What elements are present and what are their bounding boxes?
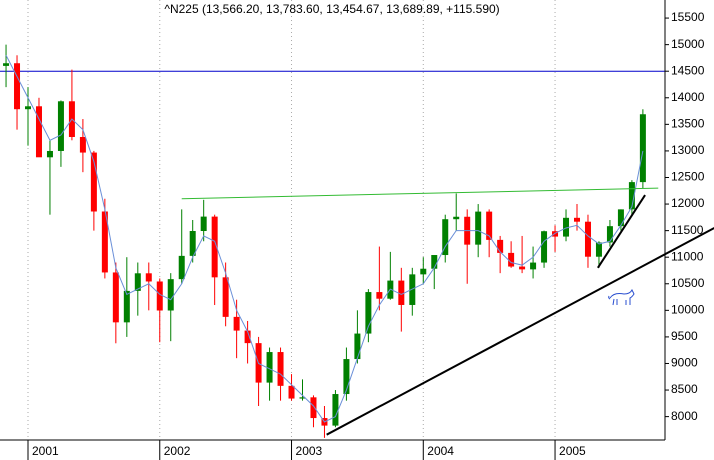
y-tick-label: 9500: [671, 329, 698, 343]
candle-body: [606, 226, 613, 243]
candle-body: [25, 106, 31, 110]
candle-body: [398, 280, 405, 305]
trend-line: [326, 227, 714, 436]
candle-body: [617, 209, 624, 227]
y-tick-label: 14000: [671, 90, 705, 104]
candle-body: [530, 262, 537, 270]
moving-average: [5, 55, 644, 423]
candle-body: [574, 217, 580, 222]
candle-body: [431, 255, 438, 269]
candle-body: [486, 211, 493, 240]
candle-body: [584, 221, 591, 257]
candle-body: [46, 150, 53, 158]
candle-body: [189, 231, 196, 256]
y-tick-label: 10000: [671, 303, 705, 317]
candle-body: [35, 106, 42, 158]
trend-line: [597, 194, 646, 269]
candle-body: [563, 217, 570, 237]
candle-body: [288, 385, 295, 399]
candle-body: [211, 216, 218, 278]
candle-body: [244, 330, 251, 344]
y-tick-label: 13500: [671, 117, 705, 131]
y-tick-label: 8000: [671, 409, 698, 423]
candle-body: [508, 252, 515, 267]
candle-body: [112, 272, 119, 323]
candle-body: [167, 279, 174, 311]
y-tick-label: 8500: [671, 382, 698, 396]
x-tick-label: 2003: [296, 444, 323, 458]
candle-body: [57, 101, 64, 151]
candle-body: [277, 352, 284, 386]
trend-line: [181, 187, 659, 200]
candle-body: [541, 231, 548, 263]
candle-body: [497, 239, 504, 253]
candle-body: [442, 219, 449, 256]
x-tick-label: 2002: [164, 444, 191, 458]
candle-body: [420, 268, 427, 275]
candle-body: [475, 211, 482, 245]
candle-body: [332, 394, 339, 426]
candle-body: [178, 255, 185, 280]
y-tick-label: 11500: [671, 223, 704, 237]
candle-body: [134, 273, 141, 291]
candle-body: [222, 277, 229, 317]
bull-icon: [608, 288, 635, 306]
plot-area: [0, 0, 665, 440]
candle-body: [299, 397, 306, 399]
y-tick-label: 15000: [671, 37, 705, 51]
candle-body: [14, 63, 21, 110]
candle-body: [409, 274, 416, 305]
candle-body: [453, 216, 460, 220]
x-tick-label: 2004: [427, 444, 454, 458]
candle-body: [90, 152, 97, 212]
candle-body: [628, 182, 635, 210]
candle-body: [200, 216, 207, 231]
x-tick-label: 2001: [32, 444, 59, 458]
y-tick-label: 12500: [671, 170, 705, 184]
candle-body: [595, 242, 602, 257]
candle-body: [354, 333, 361, 360]
candle-body: [376, 292, 383, 299]
y-tick-label: 11000: [671, 249, 704, 263]
candle-body: [123, 290, 130, 323]
candle-body: [3, 63, 10, 66]
chart-title: ^N225 (13,566.20, 13,783.60, 13,454.67, …: [164, 2, 499, 16]
candle-body: [156, 281, 163, 311]
candle-body: [310, 397, 317, 419]
y-tick-label: 9000: [671, 356, 698, 370]
y-tick-label: 12000: [671, 196, 705, 210]
candle-body: [639, 114, 646, 183]
y-tick-label: 10500: [671, 276, 705, 290]
candle-body: [266, 352, 273, 383]
candle-body: [343, 359, 350, 395]
candle-body: [101, 211, 108, 273]
candle-body: [519, 266, 526, 270]
x-tick-label: 2005: [559, 444, 586, 458]
y-tick-label: 15500: [671, 10, 705, 24]
candle-body: [79, 136, 86, 153]
candle-body: [365, 292, 372, 334]
candle-body: [145, 273, 152, 282]
y-tick-label: 14500: [671, 63, 705, 77]
candle-body: [233, 316, 240, 331]
y-tick-label: 13000: [671, 143, 705, 157]
